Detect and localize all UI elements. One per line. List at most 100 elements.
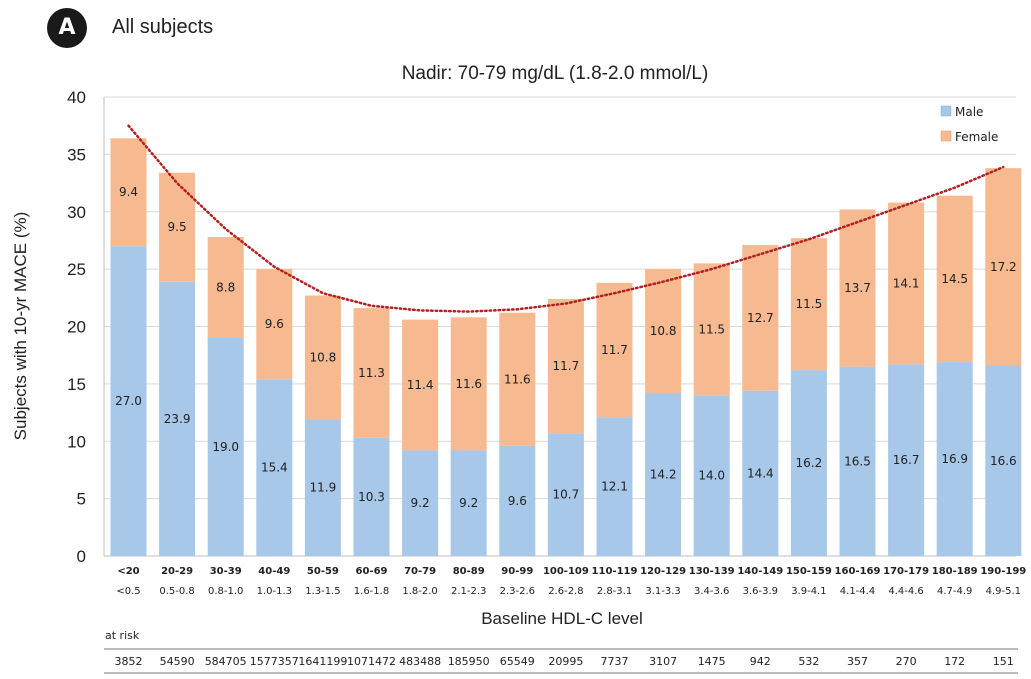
bar-female	[888, 202, 925, 365]
bar-label-male: 16.6	[990, 454, 1017, 468]
at-risk-value: 270	[896, 655, 917, 668]
bar-female	[985, 168, 1022, 366]
bar-label-male: 27.0	[115, 394, 142, 408]
bar-label-male: 14.4	[747, 466, 774, 480]
bar-male	[790, 370, 827, 556]
category-label-mmol: 4.7-4.9	[937, 586, 972, 597]
category-label-mmol: 3.1-3.3	[645, 586, 680, 597]
bar-female	[159, 172, 196, 282]
at-risk-value: 483488	[399, 655, 441, 668]
bar-male	[596, 417, 633, 556]
y-tick-label: 5	[77, 490, 86, 509]
category-label: 100-109	[543, 566, 589, 577]
at-risk-value: 3852	[115, 655, 143, 668]
category-label-mmol: 4.4-4.6	[888, 586, 923, 597]
category-label: 170-179	[883, 566, 929, 577]
bar-label-male: 9.6	[508, 494, 527, 508]
bar-male	[547, 433, 584, 556]
at-risk-value: 1577357	[250, 655, 299, 668]
at-risk-value: 20995	[548, 655, 583, 668]
bar-label-male: 12.1	[601, 480, 628, 494]
bar-male	[742, 390, 779, 556]
legend: Male Female	[940, 105, 998, 144]
bar-female	[645, 269, 682, 394]
bar-label-male: 15.4	[261, 461, 288, 475]
bar-male	[450, 450, 487, 556]
category-label-mmol: 3.9-4.1	[791, 586, 826, 597]
category-label: 180-189	[932, 566, 978, 577]
bar-female	[936, 195, 973, 363]
category-label: 70-79	[404, 566, 436, 577]
category-label-mmol: 2.3-2.6	[500, 586, 535, 597]
bar-label-male: 16.7	[893, 453, 920, 467]
bar-label-male: 16.5	[844, 454, 871, 468]
at-risk-value: 1475	[698, 655, 726, 668]
at-risk-value: 185950	[448, 655, 490, 668]
category-label: 150-159	[786, 566, 832, 577]
bar-female	[547, 298, 584, 434]
bar-female	[499, 312, 536, 446]
bars: 27.0 9.4 23.9 9.5 19.0 8.8 15.4 9.6 11.9 10.8 10.3…	[110, 138, 1022, 557]
bar-label-male: 16.9	[941, 452, 968, 466]
bar-male	[353, 437, 390, 556]
panel-badge: A	[47, 8, 87, 48]
at-risk-value: 1071472	[347, 655, 396, 668]
y-tick-label: 15	[67, 375, 86, 394]
bar-female	[353, 308, 390, 438]
at-risk-value: 1641199	[298, 655, 347, 668]
bar-label-female: 14.1	[893, 276, 920, 290]
bar-female	[256, 269, 293, 380]
bar-label-female: 11.6	[455, 377, 482, 391]
category-label: 30-39	[210, 566, 242, 577]
category-label-mmol: 1.6-1.8	[354, 586, 389, 597]
category-label-mmol: <0.5	[116, 586, 140, 597]
bar-female	[839, 209, 876, 367]
y-tick-label: 0	[77, 547, 86, 566]
category-label: 190-199	[980, 566, 1026, 577]
bar-male	[110, 246, 147, 557]
bar-label-male: 14.2	[650, 468, 677, 482]
bar-label-female: 9.4	[119, 185, 138, 199]
bar-female	[402, 319, 439, 451]
y-axis-label: Subjects with 10-yr MACE (%)	[11, 212, 30, 441]
bar-female	[450, 317, 487, 451]
bar-label-female: 11.4	[407, 378, 434, 392]
at-risk-value: 65549	[500, 655, 535, 668]
bar-label-female: 11.6	[504, 372, 531, 386]
y-tick-label: 25	[67, 260, 86, 279]
bar-label-female: 8.8	[216, 280, 235, 294]
at-risk-label: at risk	[105, 629, 140, 642]
category-label-mmol: 2.8-3.1	[597, 586, 632, 597]
bar-male	[936, 362, 973, 556]
bar-female	[304, 295, 341, 420]
x-axis-categories: <20 <0.5 20-29 0.5-0.8 30-39 0.8-1.0 40-49 1.0-…	[116, 566, 1026, 597]
trendline	[127, 124, 1005, 313]
trendline-path	[127, 124, 1005, 313]
bar-male	[256, 379, 293, 556]
at-risk-value: 532	[798, 655, 819, 668]
bar-female	[207, 236, 244, 338]
y-tick-label: 10	[67, 432, 86, 451]
y-tick-label: 20	[67, 318, 86, 337]
category-label-mmol: 4.1-4.4	[840, 586, 875, 597]
bar-label-male: 14.0	[698, 469, 725, 483]
bar-male	[693, 395, 730, 556]
bar-label-male: 11.9	[310, 481, 337, 495]
bar-label-female: 10.8	[650, 324, 677, 338]
bar-label-female: 13.7	[844, 281, 871, 295]
bar-label-male: 16.2	[796, 456, 823, 470]
at-risk-value: 151	[993, 655, 1014, 668]
bar-label-female: 11.7	[601, 343, 628, 357]
category-label-mmol: 2.6-2.8	[548, 586, 583, 597]
category-label-mmol: 3.4-3.6	[694, 586, 729, 597]
at-risk-value: 7737	[601, 655, 629, 668]
category-label: 140-149	[737, 566, 783, 577]
category-label: 40-49	[258, 566, 290, 577]
category-label: 120-129	[640, 566, 686, 577]
at-risk-table: at risk 3852 54590 584705 1577357 1641199 1071…	[104, 629, 1018, 674]
bar-label-female: 14.5	[941, 272, 968, 286]
x-axis-label: Baseline HDL-C level	[481, 609, 643, 628]
at-risk-value: 357	[847, 655, 868, 668]
bar-male	[499, 445, 536, 556]
